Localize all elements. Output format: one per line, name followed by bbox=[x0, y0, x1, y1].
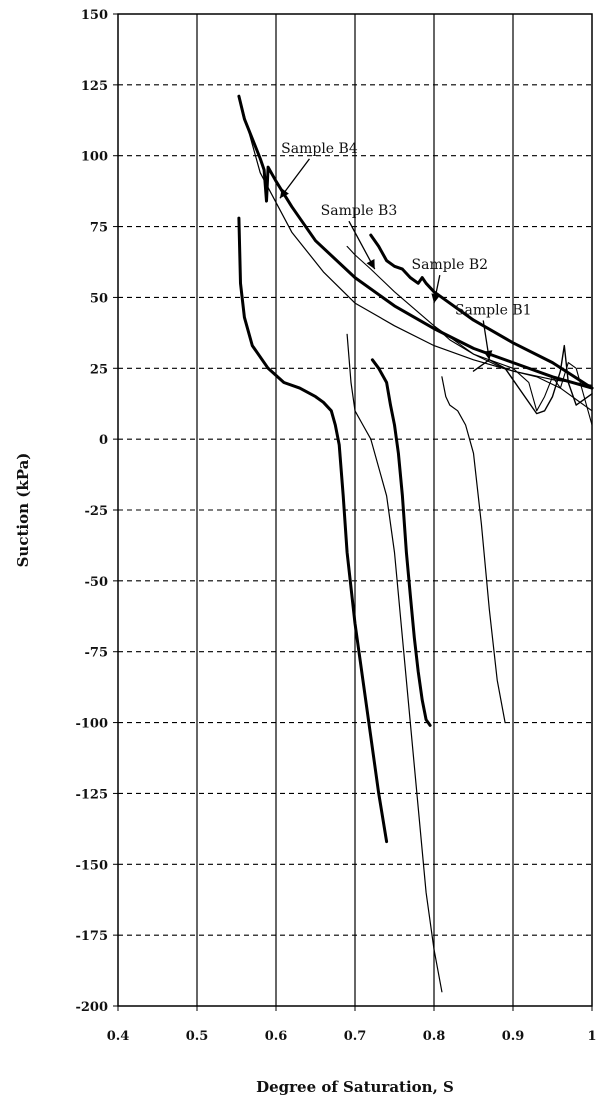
series-line-9 bbox=[346, 333, 443, 993]
annotation-label: Sample B3 bbox=[321, 203, 398, 219]
series-line-7 bbox=[237, 216, 389, 844]
series-line-8 bbox=[370, 358, 432, 727]
y-tick-label: -50 bbox=[85, 575, 109, 590]
x-tick-label: 0.5 bbox=[186, 1029, 209, 1044]
y-tick-label: -25 bbox=[85, 504, 109, 519]
y-tick-label: -200 bbox=[75, 1000, 108, 1015]
y-tick-label: -75 bbox=[85, 646, 109, 661]
y-tick-label: 75 bbox=[90, 221, 108, 236]
y-tick-label: -150 bbox=[75, 858, 108, 873]
y-tick-label: 50 bbox=[90, 291, 108, 306]
series-line-5 bbox=[433, 325, 593, 426]
annotation-arrowhead bbox=[366, 259, 375, 270]
x-tick-label: 0.7 bbox=[344, 1029, 367, 1044]
annotation-arrowhead bbox=[431, 293, 441, 304]
annotation-arrowhead bbox=[279, 188, 289, 199]
series-group bbox=[237, 94, 594, 993]
x-tick-label: 0.6 bbox=[265, 1029, 288, 1044]
y-tick-label: 0 bbox=[99, 433, 108, 448]
y-tick-label: 25 bbox=[90, 362, 108, 377]
series-line-4 bbox=[346, 245, 593, 412]
annotation-label: Sample B2 bbox=[412, 257, 489, 273]
annotation-arrowhead bbox=[483, 350, 493, 360]
grid bbox=[118, 14, 592, 1006]
x-tick-label: 0.8 bbox=[423, 1029, 446, 1044]
series-line-6 bbox=[472, 344, 593, 415]
x-tick-label: 0.9 bbox=[502, 1029, 525, 1044]
tick-labels: 150 125 100 75 50 25 0 -25 -50 -75 -100 -125 -150 -17… bbox=[75, 8, 596, 1044]
annotation-label: Sample B4 bbox=[281, 141, 358, 157]
y-axis-title: Suction (kPa) bbox=[14, 453, 32, 568]
annotation-label: Sample B1 bbox=[455, 302, 532, 318]
series-line-3 bbox=[369, 233, 594, 390]
annotation-arrow bbox=[348, 220, 376, 270]
y-tick-label: 125 bbox=[81, 79, 108, 94]
y-tick-label: 100 bbox=[81, 150, 108, 165]
y-tick-label: -100 bbox=[75, 717, 108, 732]
y-tick-label: 150 bbox=[81, 8, 108, 23]
y-tick-label: -125 bbox=[75, 787, 108, 802]
x-tick-label: 0.4 bbox=[107, 1029, 130, 1044]
y-tick-label: -175 bbox=[75, 929, 108, 944]
annotations: Sample B4 Sample B3 Sample B2 Sample B1 bbox=[279, 141, 532, 360]
series-line-10 bbox=[441, 376, 506, 724]
x-tick-label: 1 bbox=[587, 1029, 596, 1044]
x-axis-title: Degree of Saturation, S bbox=[256, 1078, 454, 1096]
series-line-2 bbox=[238, 95, 593, 386]
